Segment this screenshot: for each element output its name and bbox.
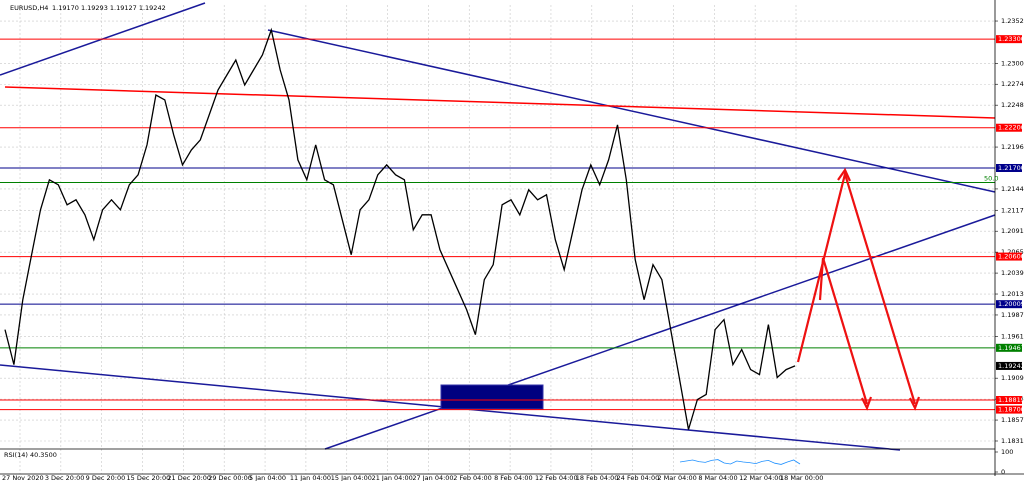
- level-label: 1.19242: [998, 362, 1024, 370]
- projection-arrows: [796, 167, 921, 411]
- x-tick-label: 8 Mar 04:00: [698, 474, 737, 481]
- level-label: 1.18700: [998, 406, 1024, 414]
- level-label-box: [996, 252, 1022, 261]
- x-tick-label: 2 Feb 04:00: [453, 474, 492, 481]
- level-label-box: [996, 35, 1022, 44]
- y-tick-label: 1.20395: [1001, 269, 1024, 277]
- y-tick-label: 1.18570: [1001, 416, 1024, 424]
- level-label-box: [996, 343, 1022, 352]
- trend-line: [267, 29, 996, 193]
- rsi-label: RSI(14) 40.3500: [4, 451, 57, 459]
- rsi-tick-label: 100: [1001, 448, 1013, 456]
- x-tick-label: 18 Mar 00:00: [780, 474, 823, 481]
- y-tick-label: 1.19610: [1001, 332, 1024, 340]
- x-tick-label: 5 Jan 04:00: [249, 474, 286, 481]
- x-tick-label: 12 Feb 04:00: [535, 474, 578, 481]
- y-tick-label: 1.20915: [1001, 227, 1024, 235]
- x-tick-label: 21 Dec 20:00: [167, 474, 211, 481]
- y-tick-label: 1.19875: [1001, 311, 1024, 319]
- level-label: 1.23300: [998, 35, 1024, 43]
- level-label-box: [996, 300, 1022, 309]
- fib-label: 50.0: [984, 174, 998, 182]
- price-line: [4, 27, 796, 430]
- x-tick-label: 27 Jan 04:00: [412, 474, 453, 481]
- y-tick-label: 1.18310: [1001, 437, 1024, 445]
- y-tick-label: 1.20655: [1001, 248, 1024, 256]
- level-label-box: [996, 163, 1022, 172]
- price-plot: [4, 27, 796, 430]
- level-label-box: [996, 361, 1022, 370]
- level-label: 1.18819: [998, 396, 1024, 404]
- zone-box: [440, 384, 544, 410]
- level-label: 1.22200: [998, 124, 1024, 132]
- levels: [0, 38, 995, 411]
- x-tick-label: 9 Dec 20:00: [86, 474, 126, 481]
- level-label-box: [996, 396, 1022, 405]
- x-tick-label: 15 Jan 04:00: [331, 474, 372, 481]
- x-tick-label: 29 Dec 00:00: [208, 474, 252, 481]
- x-tick-label: 21 Jan 04:00: [372, 474, 413, 481]
- y-tick-label: 1.22480: [1001, 101, 1024, 109]
- level-label: 1.20009: [998, 300, 1024, 308]
- trend-line: [4, 86, 996, 119]
- y-tick-label: 1.20135: [1001, 290, 1024, 298]
- level-label-box: [996, 405, 1022, 414]
- chart-ohlc: 1.19170 1.19293 1.19127 1.19242: [52, 4, 166, 12]
- x-tick-label: 12 Mar 04:00: [739, 474, 782, 481]
- x-tick-label: 11 Jan 04:00: [290, 474, 331, 481]
- x-tick-label: 18 Feb 04:00: [576, 474, 619, 481]
- level-label: 1.20600: [998, 253, 1024, 261]
- rsi-line: [679, 459, 801, 465]
- chart-symbol: EURUSD,H4: [10, 4, 48, 12]
- rsi-tick-label: 0: [1001, 468, 1005, 476]
- x-tick-label: 2 Mar 04:00: [657, 474, 696, 481]
- y-tick-label: 1.21175: [1001, 206, 1024, 214]
- level-label: 1.21700: [998, 164, 1024, 172]
- level-label-box: [996, 123, 1022, 132]
- arrow-head: [837, 167, 921, 411]
- y-tick-label: 1.23525: [1001, 17, 1024, 25]
- arrow: [796, 169, 917, 405]
- arrow: [818, 257, 869, 405]
- x-tick-label: 3 Dec 20:00: [45, 474, 85, 481]
- y-tick-label: 1.19090: [1001, 374, 1024, 382]
- x-tick-label: 27 Nov 2020: [2, 474, 44, 481]
- y-tick-label: 1.21960: [1001, 143, 1024, 151]
- y-tick-label: 1.21440: [1001, 185, 1024, 193]
- y-tick-label: 1.23000: [1001, 59, 1024, 67]
- x-tick-label: 8 Feb 04:00: [494, 474, 533, 481]
- x-tick-label: 24 Feb 04:00: [617, 474, 660, 481]
- level-label: 1.19467: [998, 344, 1024, 352]
- x-tick-label: 15 Dec 20:00: [127, 474, 171, 481]
- y-tick-label: 1.22740: [1001, 80, 1024, 88]
